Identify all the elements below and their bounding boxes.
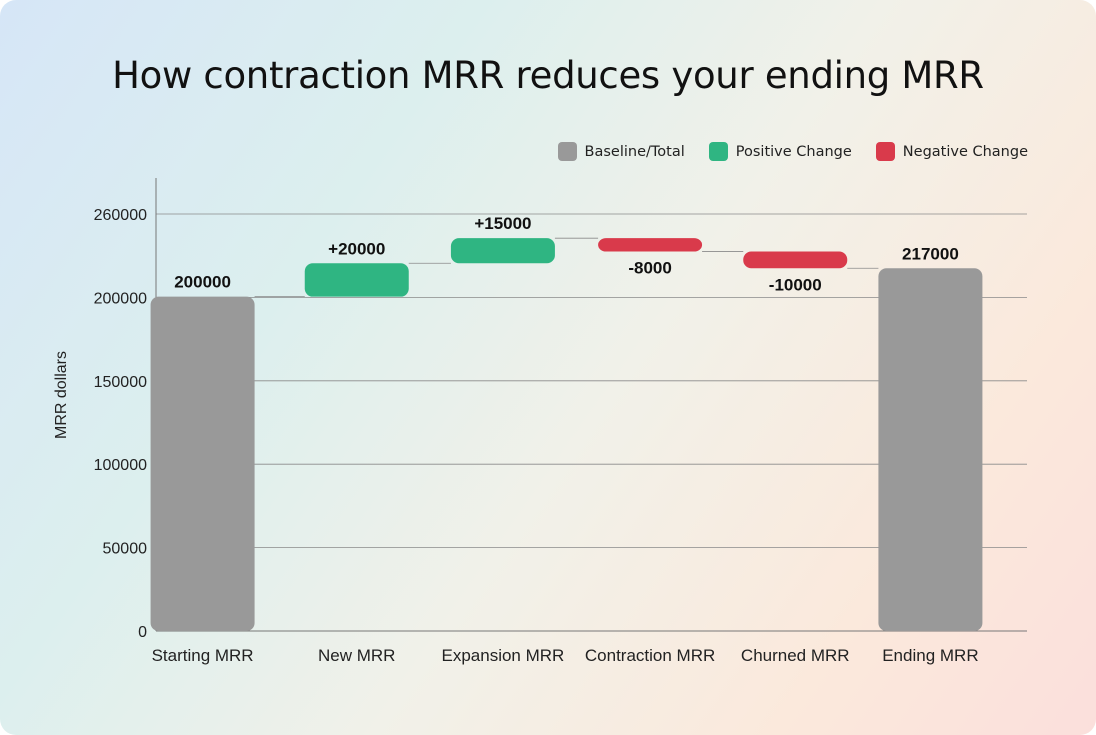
legend-item-negative: Negative Change [875, 142, 1028, 161]
data-label: +20000 [328, 239, 385, 258]
bar-positive [450, 238, 555, 264]
chart-title: How contraction MRR reduces your ending … [112, 54, 984, 97]
legend-label: Positive Change [735, 143, 852, 160]
x-tick-label: Contraction MRR [585, 646, 715, 665]
legend-item-baseline: Baseline/Total [557, 142, 685, 161]
y-tick-label: 50000 [103, 541, 148, 558]
data-label: +15000 [474, 214, 531, 233]
data-label: -8000 [628, 259, 671, 278]
bar-positive [304, 263, 409, 297]
bar-negative [598, 238, 703, 252]
data-label: 217000 [902, 244, 959, 263]
legend-swatch-positive [708, 142, 728, 161]
legend-item-positive: Positive Change [708, 142, 852, 161]
legend-swatch-baseline [557, 142, 577, 161]
bar-total [150, 296, 255, 631]
x-tick-label: Expansion MRR [442, 646, 565, 665]
legend-swatch-negative [875, 142, 895, 161]
x-tick-label: Starting MRR [152, 646, 254, 665]
data-label: 200000 [174, 273, 231, 292]
y-tick-label: 200000 [94, 290, 147, 307]
bar-total [878, 268, 983, 631]
x-tick-label: Ending MRR [882, 646, 978, 665]
y-tick-label: 100000 [94, 457, 147, 474]
data-label: -10000 [769, 275, 822, 294]
y-tick-label: 260000 [94, 207, 147, 224]
bar-negative [743, 251, 848, 269]
y-axis-label: MRR dollars [53, 351, 70, 439]
x-tick-label: New MRR [318, 646, 395, 665]
x-tick-label: Churned MRR [741, 646, 850, 665]
y-tick-label: 150000 [94, 374, 147, 391]
y-tick-label: 0 [138, 624, 147, 641]
legend: Baseline/Total Positive Change Negative … [557, 142, 1028, 161]
legend-label: Baseline/Total [584, 143, 685, 160]
legend-label: Negative Change [902, 143, 1028, 160]
